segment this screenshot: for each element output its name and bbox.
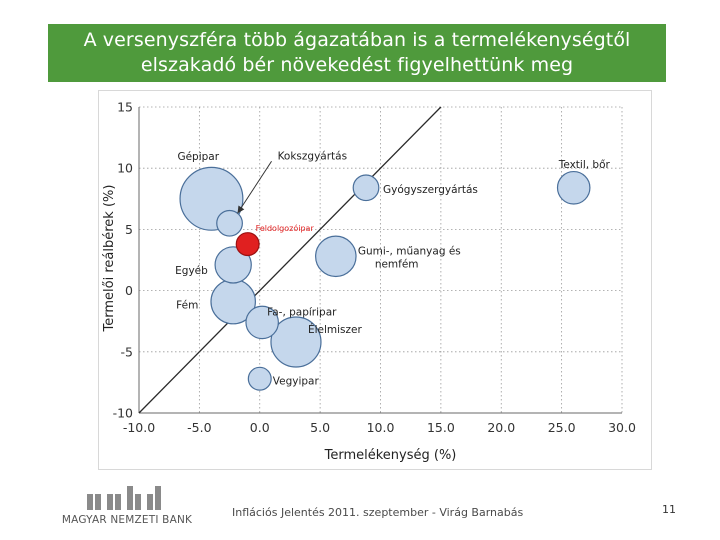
y-axis-title: Termelői reálbérek (%)	[102, 185, 117, 333]
bubbles	[179, 166, 591, 391]
point-labels: Gépipar Kokszgyártás Feldolgozóipar Egyéb Fé…	[175, 150, 610, 387]
x-tick-label: 5.0	[310, 420, 330, 435]
bubble-vegyipar	[247, 366, 272, 391]
page-number: 11	[662, 503, 676, 516]
point-label: Textil, bőr	[558, 159, 611, 171]
y-tick-label: 10	[117, 161, 133, 176]
bubble-gumi-m-anyag-s-nemf-m	[315, 235, 357, 278]
point-label: Egyéb	[175, 265, 208, 277]
chart-frame: -10.0 -5.0 0.0 5.0 10.0 15.0 20.0 25.0 30.0 15 10 5…	[98, 90, 652, 470]
bubble-chart: -10.0 -5.0 0.0 5.0 10.0 15.0 20.0 25.0 30.0 15 10 5…	[102, 100, 636, 464]
footer-text: Inflációs Jelentés 2011. szeptember - Vi…	[232, 506, 524, 519]
bubble-egy-b	[214, 246, 252, 284]
reference-line-layer	[138, 106, 442, 414]
logo-bars-icon	[87, 486, 161, 510]
arrow-head	[237, 205, 245, 214]
title-line-2: elszakadó bér növekedést figyelhettünk m…	[140, 54, 574, 76]
point-label: Élelmiszer	[308, 323, 363, 336]
bubble-textil-b-r	[556, 170, 591, 205]
axes: -10.0 -5.0 0.0 5.0 10.0 15.0 20.0 25.0 30.0 15 10 5…	[102, 100, 636, 464]
mnb-logo: MAGYAR NEMZETI BANK	[50, 478, 204, 534]
point-label: Feldolgozóipar	[256, 223, 315, 233]
bubble-feldolgoz-ipar	[235, 232, 260, 257]
divider	[48, 470, 666, 471]
point-label: Fa-, papíripar	[267, 306, 337, 318]
point-label: Gumi-, műanyag és nemfém	[358, 245, 461, 270]
point-label: Gyógyszergyártás	[383, 184, 478, 196]
point-label: Fém	[176, 300, 198, 312]
bubble-gy-gyszergy-rt-s	[352, 174, 380, 202]
y-tick-label: -10	[113, 406, 133, 421]
x-tick-label: 20.0	[487, 420, 515, 435]
x-axis-title: Termelékenység (%)	[324, 448, 457, 463]
y-tick-label: 15	[117, 100, 133, 115]
x-tick-label: 10.0	[367, 420, 395, 435]
x-tick-label: 15.0	[427, 420, 455, 435]
point-label: Kokszgyártás	[278, 150, 348, 162]
logo-text: MAGYAR NEMZETI BANK	[61, 514, 193, 526]
x-tick-label: 25.0	[548, 420, 576, 435]
point-label: Gépipar	[177, 151, 219, 163]
bubble-fa-pap-ripar	[245, 305, 279, 340]
x-tick-label: 30.0	[608, 420, 636, 435]
x-tick-label: -10.0	[123, 420, 155, 435]
y-tick-label: 5	[125, 222, 133, 237]
title-bar: A versenyszféra több ágazatában is a ter…	[48, 24, 666, 82]
bubble--lelmiszer	[270, 316, 322, 368]
x-tick-label: 0.0	[250, 420, 270, 435]
title-line-1: A versenyszféra több ágazatában is a ter…	[83, 29, 631, 51]
y-tick-label: -5	[121, 344, 133, 359]
point-label: Vegyipar	[273, 376, 320, 388]
y-tick-label: 0	[125, 283, 133, 298]
arrow-line	[237, 161, 272, 214]
reference-line	[138, 106, 442, 414]
x-tick-label: -5.0	[187, 420, 211, 435]
bubble-kokszgy-rt-s	[216, 209, 243, 237]
